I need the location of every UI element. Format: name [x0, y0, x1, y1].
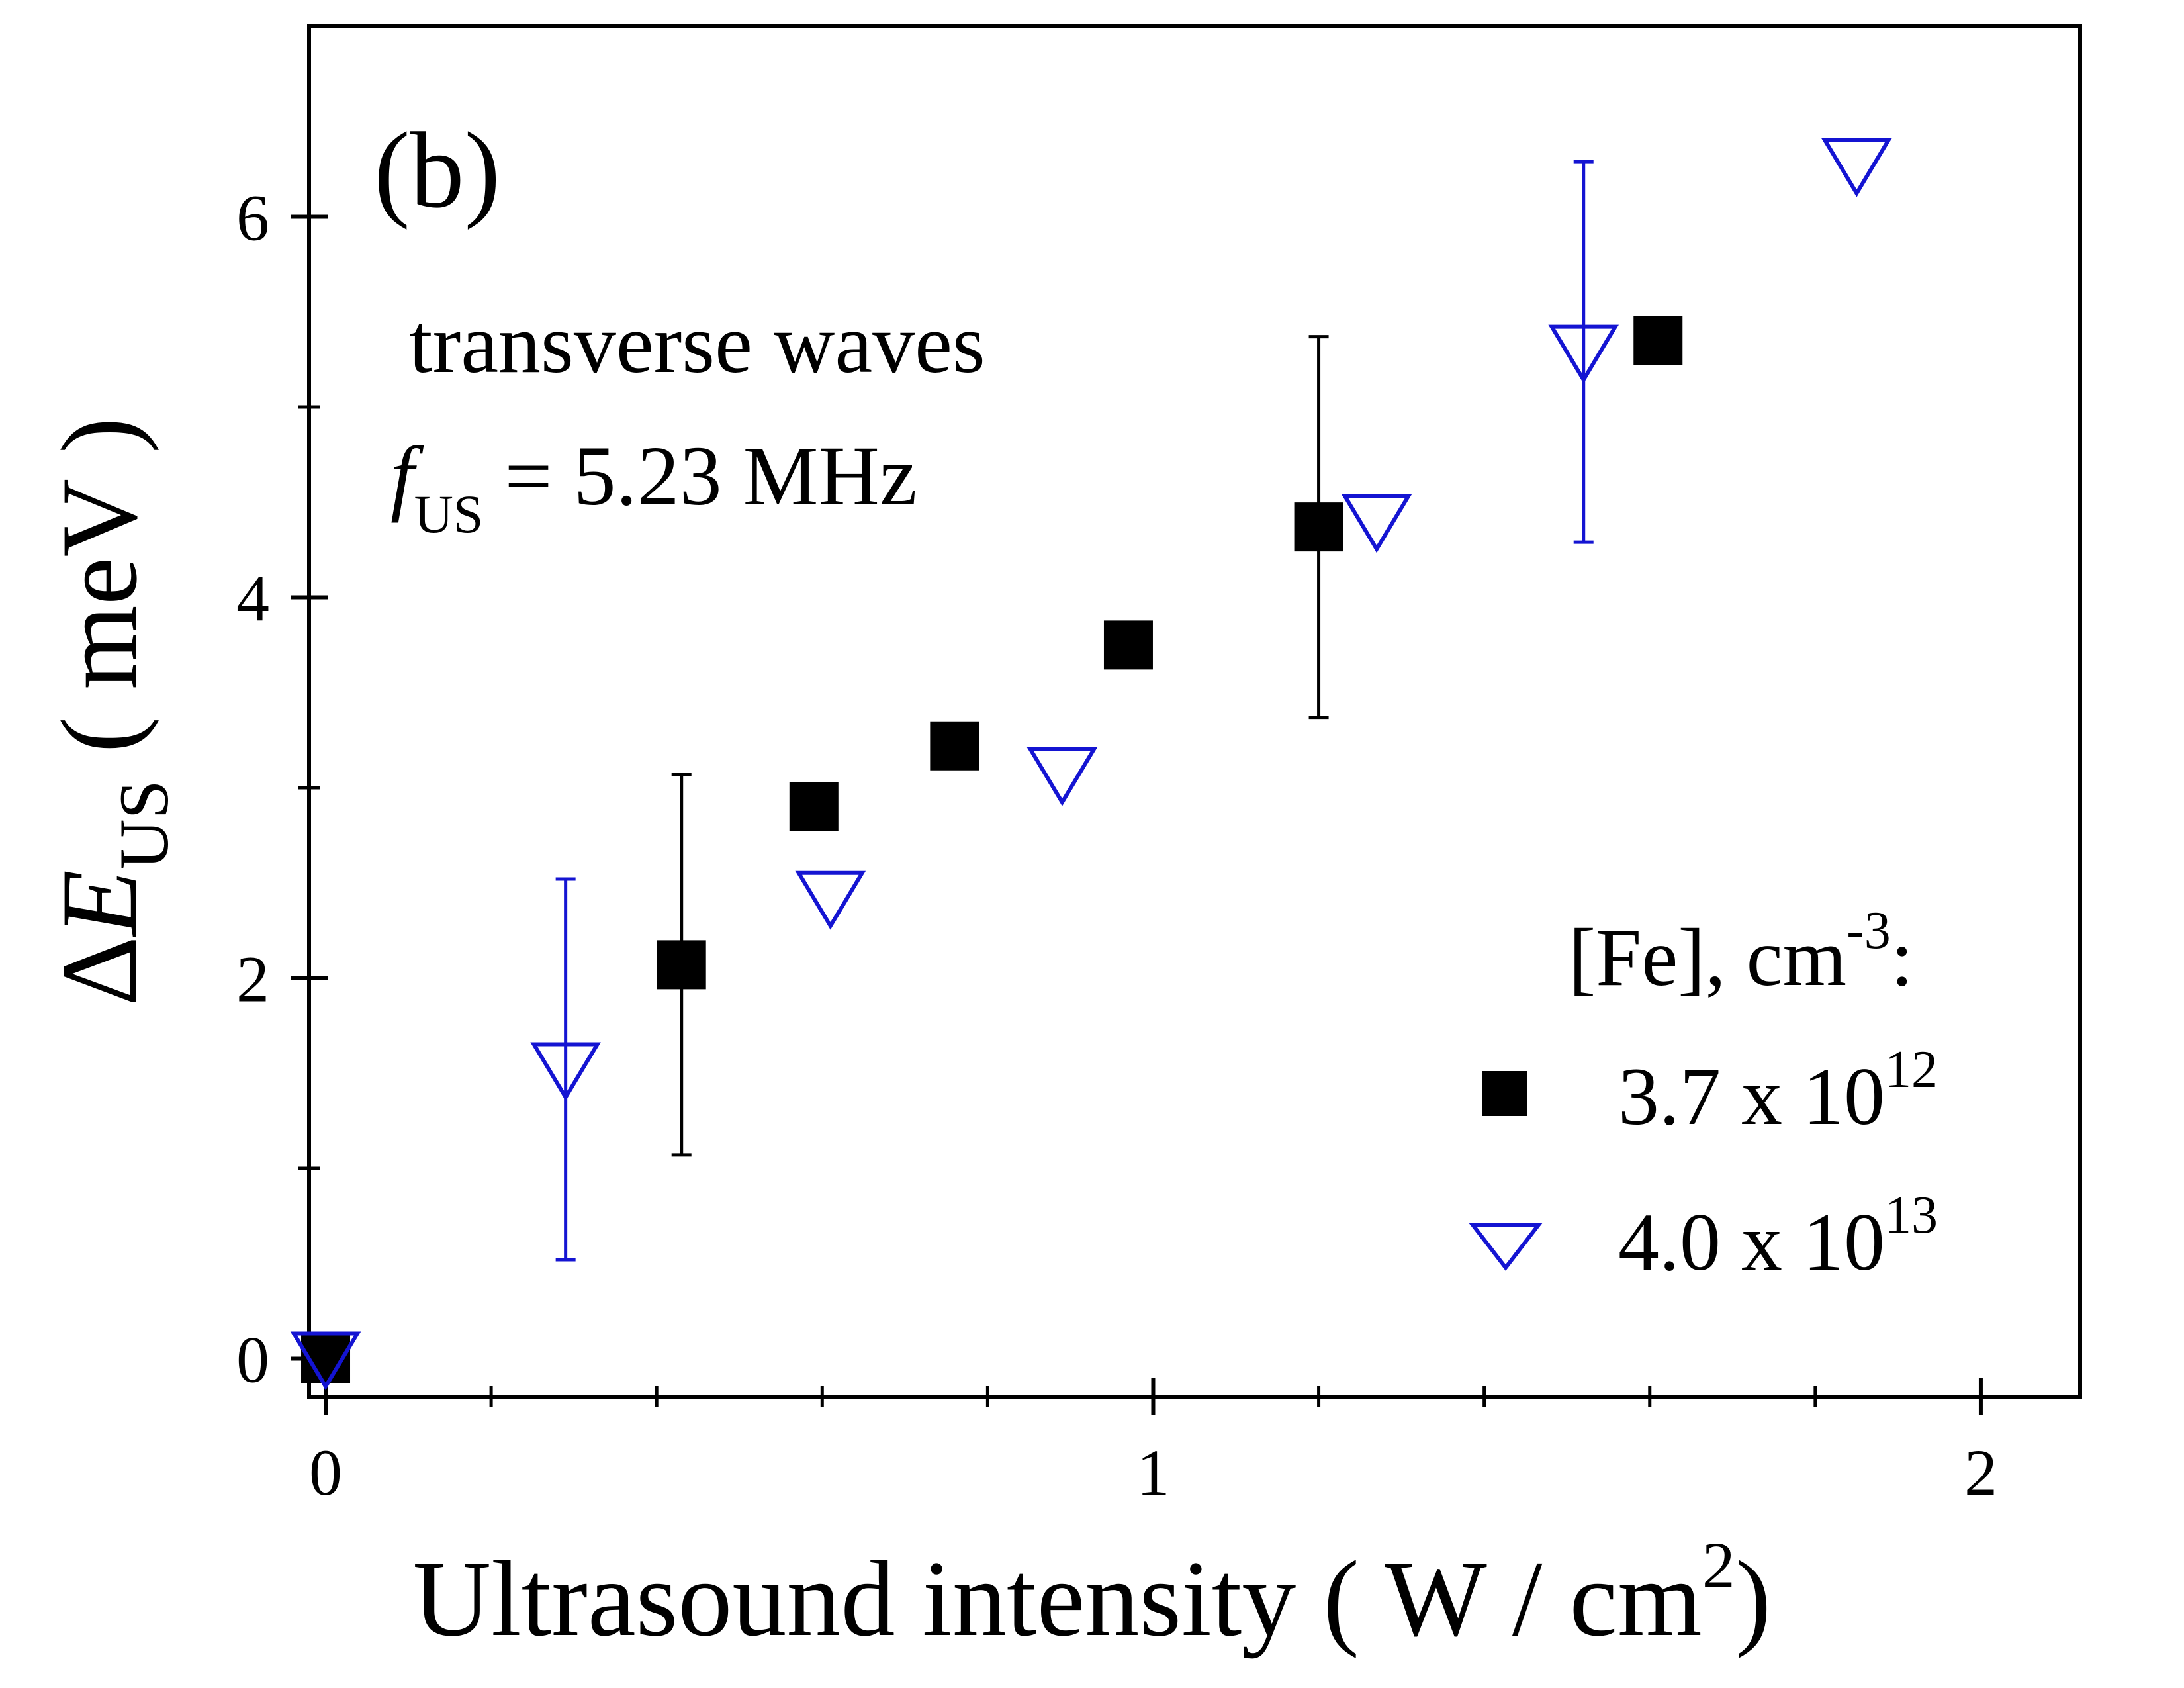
- annotation-wave-type: transverse waves: [409, 297, 985, 391]
- data-point-triangle: [1341, 494, 1412, 553]
- data-point-triangle: [1026, 747, 1098, 806]
- legend-label-series-2-sup: 13: [1885, 1186, 1938, 1244]
- data-point-square: [930, 721, 979, 771]
- x-tick-label: 1: [1136, 1436, 1169, 1509]
- x-axis-title-main: Ultrasound intensity ( W / cm: [413, 1539, 1702, 1659]
- legend-label-series-2-main: 4.0 x 10: [1618, 1197, 1885, 1288]
- x-axis-title-sup: 2: [1702, 1528, 1735, 1602]
- x-axis-title: Ultrasound intensity ( W / cm2): [413, 1528, 1772, 1659]
- panel-label: (b): [374, 111, 500, 230]
- data-point-triangle: [1821, 138, 1892, 197]
- y-axis-title: ΔEUS ( meV ): [40, 417, 183, 1006]
- data-point-triangle: [530, 1042, 601, 1102]
- y-tick-label: 2: [236, 943, 269, 1016]
- legend-label-series-1: 3.7 x 1012: [1618, 1041, 1938, 1142]
- legend-title-sup: -3: [1846, 902, 1891, 960]
- data-point-square: [1633, 316, 1683, 365]
- series-2: [290, 138, 1892, 1391]
- annotation-frequency-value: = 5.23 MHz: [483, 429, 917, 523]
- x-tick-label: 0: [309, 1436, 342, 1509]
- data-point-square: [657, 940, 706, 990]
- y-axis-title-unit: ( meV ): [40, 417, 159, 780]
- x-axis-title-close: ): [1735, 1539, 1772, 1659]
- plot-frame: [307, 24, 2082, 1399]
- data-point-triangle: [290, 1331, 361, 1391]
- data-point-square: [789, 782, 839, 831]
- y-tick-label: 6: [236, 181, 269, 255]
- legend-marker-triangle: [1468, 1223, 1543, 1271]
- data-point-triangle: [1548, 324, 1619, 384]
- y-axis-title-delta: Δ: [40, 936, 159, 1006]
- annotation-frequency-sub: US: [414, 484, 484, 544]
- series-1: [301, 316, 1683, 1383]
- legend-label-series-1-main: 3.7 x 10: [1618, 1051, 1885, 1142]
- data-point-triangle: [795, 870, 866, 930]
- legend-title-main: [Fe], cm: [1569, 912, 1846, 1003]
- legend-marker-square: [1482, 1071, 1527, 1116]
- annotation-frequency: fUS = 5.23 MHz: [390, 429, 917, 544]
- legend-title-end: :: [1891, 912, 1913, 1003]
- legend-title: [Fe], cm-3:: [1569, 902, 1913, 1003]
- legend-label-series-2: 4.0 x 1013: [1618, 1186, 1938, 1288]
- legend-label-series-1-sup: 12: [1885, 1041, 1938, 1099]
- data-series: [290, 138, 1892, 1391]
- y-axis-title-sub: US: [105, 780, 183, 870]
- x-tick-label: 2: [1964, 1436, 1997, 1509]
- data-point-square: [1294, 502, 1343, 552]
- y-axis-title-var: E: [40, 870, 159, 937]
- y-tick-label: 4: [236, 562, 269, 635]
- data-point-square: [1103, 620, 1153, 670]
- y-tick-label: 0: [236, 1323, 269, 1397]
